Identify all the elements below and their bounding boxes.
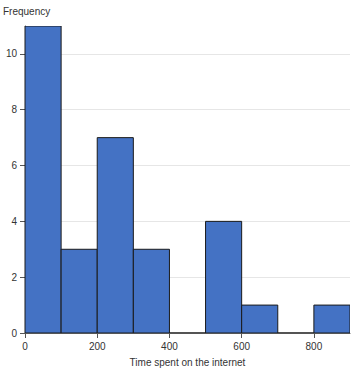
svg-text:200: 200 (89, 341, 106, 352)
svg-text:400: 400 (161, 341, 178, 352)
svg-text:8: 8 (11, 104, 17, 115)
svg-text:4: 4 (11, 216, 17, 227)
svg-text:Frequency: Frequency (3, 6, 50, 17)
svg-text:6: 6 (11, 160, 17, 171)
svg-text:2: 2 (11, 272, 17, 283)
svg-text:0: 0 (22, 341, 28, 352)
svg-text:Time spent on the internet: Time spent on the internet (130, 357, 246, 368)
svg-text:800: 800 (306, 341, 323, 352)
svg-text:0: 0 (11, 328, 17, 339)
svg-text:600: 600 (233, 341, 250, 352)
svg-text:10: 10 (6, 48, 18, 59)
